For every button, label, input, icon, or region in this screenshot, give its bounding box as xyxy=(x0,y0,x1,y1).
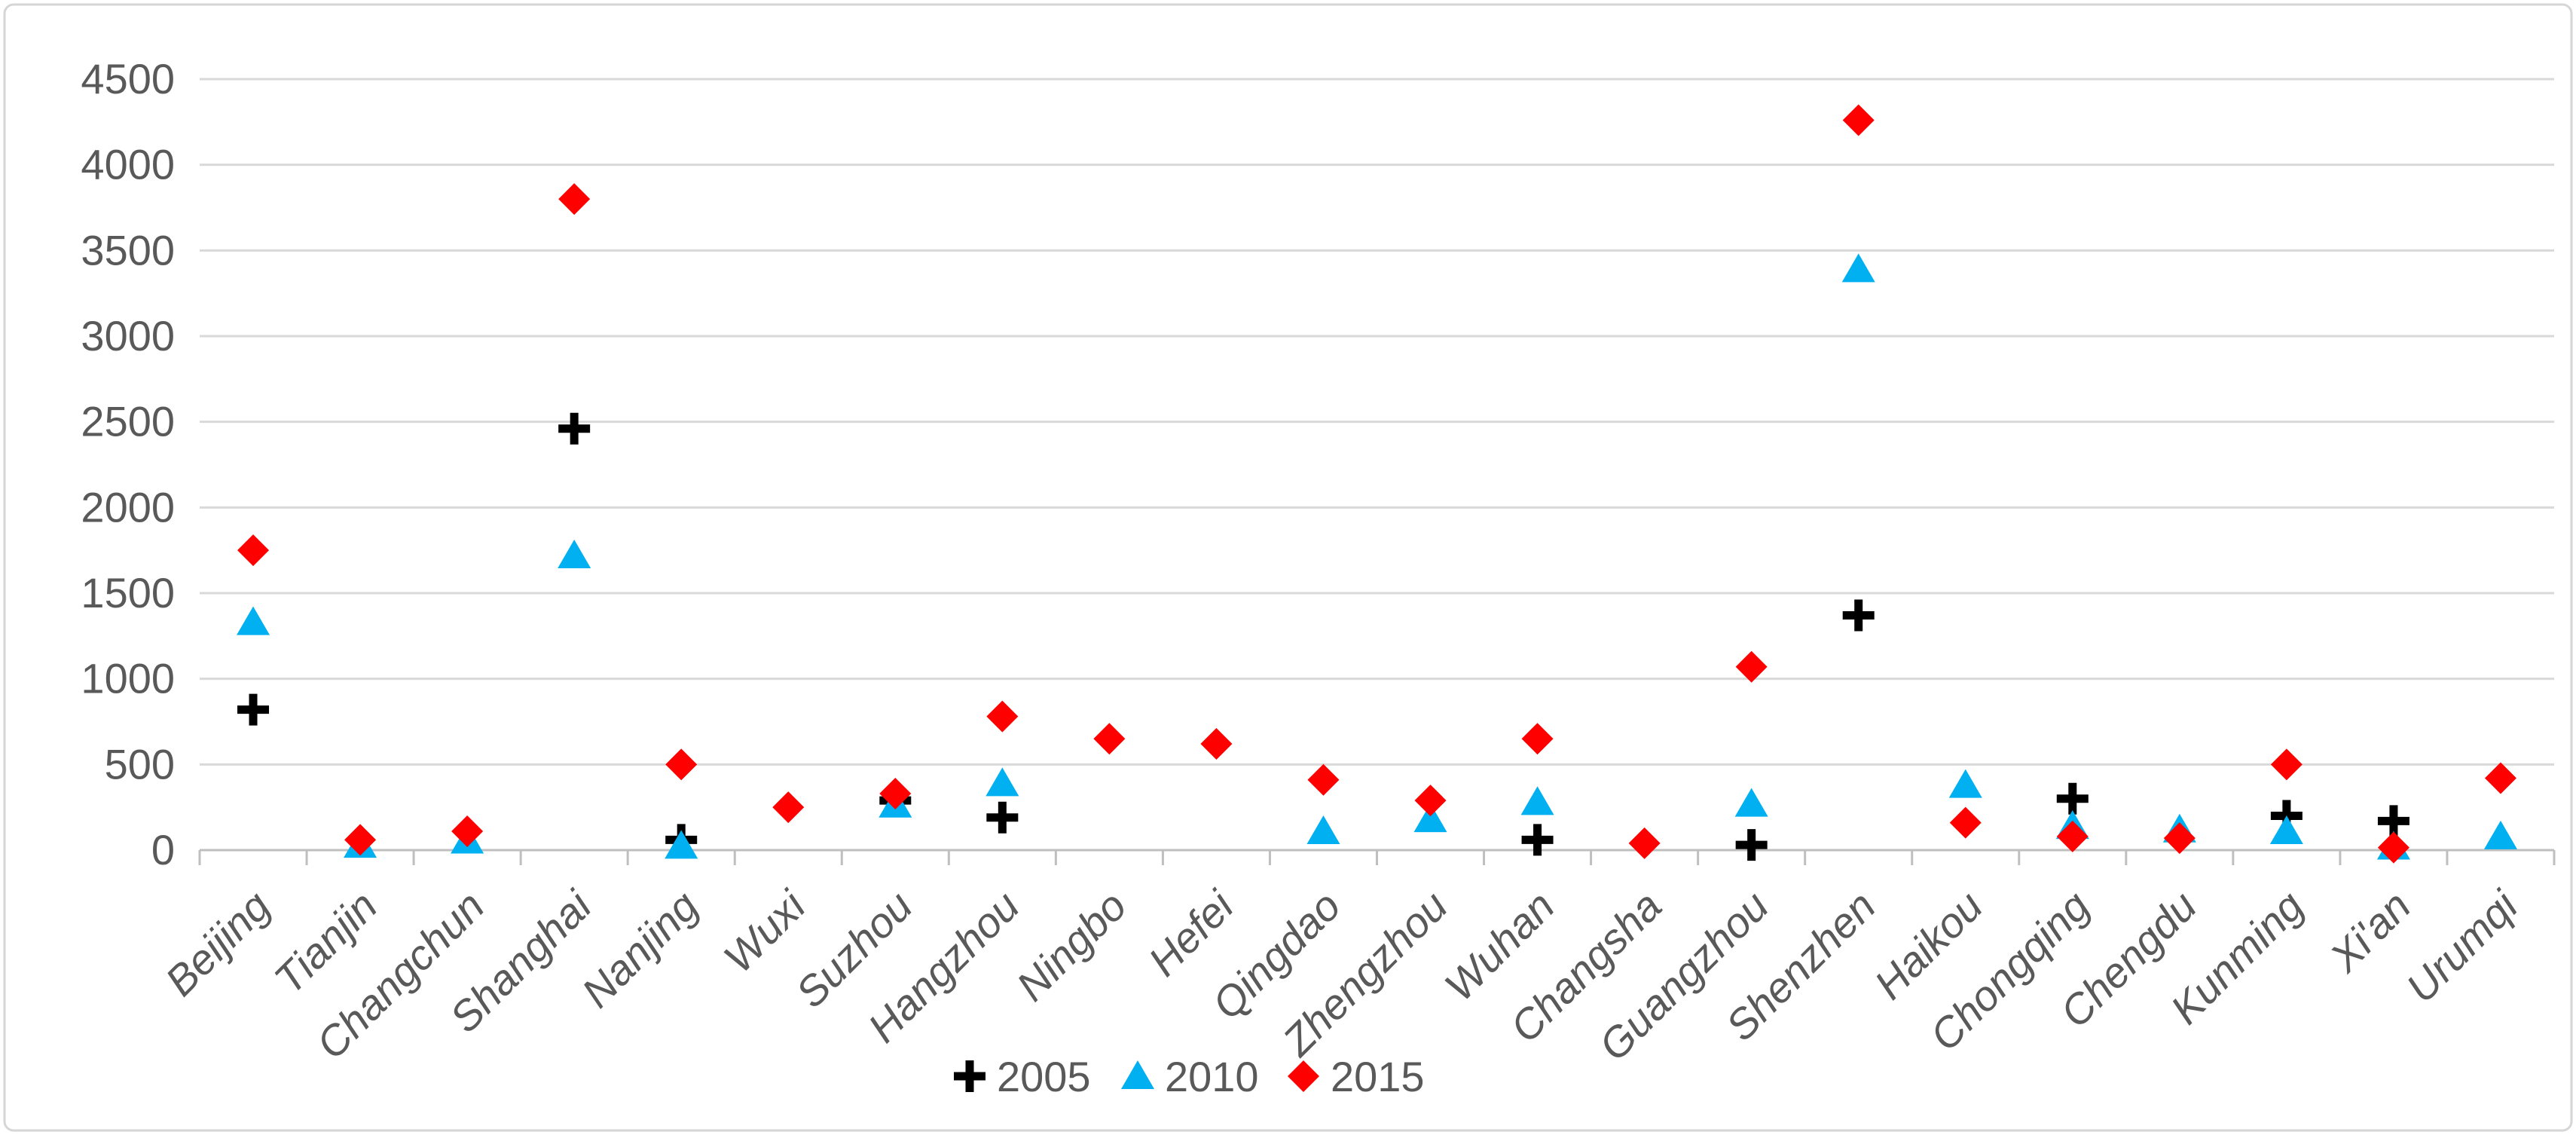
y-axis-tick-label: 3000 xyxy=(81,312,175,359)
data-point-2015-ningbo xyxy=(1093,723,1126,755)
data-point-2005-guangzhou xyxy=(1735,829,1768,861)
data-point-2005-shanghai xyxy=(558,412,591,445)
y-axis-tick-label: 500 xyxy=(105,740,175,788)
data-point-2015-guangzhou xyxy=(1735,650,1768,683)
data-point-2015-hefei xyxy=(1200,728,1233,760)
data-point-2015-changchun xyxy=(451,815,484,847)
data-point-2010-zhengzhou xyxy=(1413,803,1447,833)
data-point-2010-kunming xyxy=(2269,815,2303,844)
y-axis-tick-label: 1500 xyxy=(81,569,175,616)
data-point-2010-urumqi xyxy=(2483,820,2517,849)
data-point-2010-shanghai xyxy=(558,539,591,568)
data-point-2005-chongqing xyxy=(2056,782,2089,815)
data-point-2005-beijing xyxy=(237,693,270,726)
y-axis-tick-label: 2000 xyxy=(81,483,175,531)
legend-marker-2010 xyxy=(1121,1060,1154,1089)
data-point-2015-urumqi xyxy=(2484,762,2516,794)
data-point-2015-hangzhou xyxy=(986,700,1019,733)
data-point-2005-wuhan xyxy=(1521,824,1554,856)
data-point-2015-chongqing xyxy=(2056,820,2089,852)
legend-marker-2005 xyxy=(954,1060,985,1092)
y-axis-tick-label: 4000 xyxy=(81,141,175,188)
y-axis-tick-label: 0 xyxy=(151,826,175,873)
y-axis-tick-label: 4500 xyxy=(81,55,175,102)
data-point-2015-tianjin xyxy=(344,824,377,856)
data-point-2015-nanjing xyxy=(665,748,698,781)
y-axis-tick-label: 1000 xyxy=(81,655,175,702)
figure-border xyxy=(3,3,2573,1132)
data-point-2010-nanjing xyxy=(665,830,698,859)
data-point-2010-haikou xyxy=(1948,769,1982,798)
data-point-2010-qingdao xyxy=(1306,815,1340,844)
data-point-2015-shanghai xyxy=(558,183,591,216)
legend-marker-2015 xyxy=(1288,1060,1319,1092)
data-point-2010-beijing xyxy=(237,606,270,635)
data-point-2015-xi'an xyxy=(2377,831,2409,864)
data-point-2005-hangzhou xyxy=(986,801,1019,834)
data-point-2015-qingdao xyxy=(1307,763,1340,796)
data-point-2015-beijing xyxy=(237,534,270,567)
y-axis-tick-label: 3500 xyxy=(81,226,175,274)
data-point-2015-suzhou xyxy=(879,777,912,809)
legend-label-2010: 2010 xyxy=(1165,1053,1259,1100)
data-point-2010-guangzhou xyxy=(1734,788,1768,817)
data-point-2015-kunming xyxy=(2270,748,2303,781)
data-point-2010-wuhan xyxy=(1520,786,1554,815)
data-point-2015-haikou xyxy=(1949,806,1982,839)
data-point-2015-wuxi xyxy=(772,791,805,824)
legend-label-2015: 2015 xyxy=(1331,1053,1425,1100)
data-point-2015-wuhan xyxy=(1521,723,1554,755)
data-point-2010-shenzhen xyxy=(1841,253,1875,283)
data-point-2015-zhengzhou xyxy=(1414,785,1447,817)
data-point-2015-changsha xyxy=(1628,827,1661,859)
y-axis-tick-label: 2500 xyxy=(81,398,175,445)
data-point-2015-shenzhen xyxy=(1842,104,1875,136)
data-point-2010-hangzhou xyxy=(985,767,1019,797)
legend-label-2005: 2005 xyxy=(997,1053,1091,1100)
data-point-2005-shenzhen xyxy=(1842,599,1875,632)
data-point-2015-chengdu xyxy=(2163,822,2196,855)
